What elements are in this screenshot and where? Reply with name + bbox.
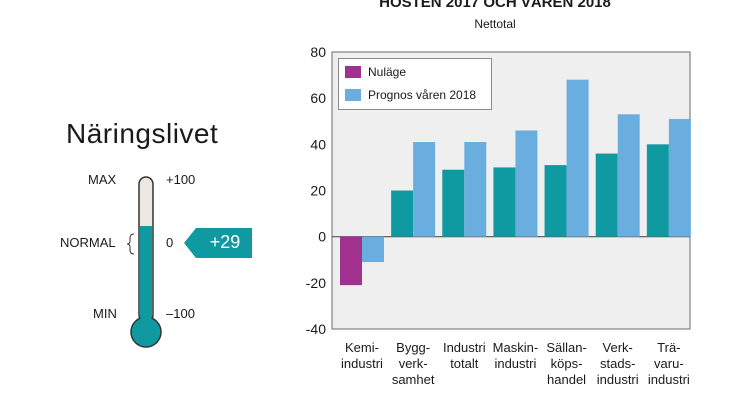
bar-nulage: [493, 167, 516, 237]
thermometer-fill: [140, 226, 152, 320]
bar-nulage: [646, 144, 669, 237]
bar-nulage: [442, 169, 465, 237]
x-tick-label-line: Maskin-: [492, 340, 539, 355]
x-tick-label: Verk-stads-industri: [590, 340, 646, 388]
x-tick-label-line: industri: [494, 356, 537, 371]
bar-prognos: [413, 142, 436, 237]
bar-prognos: [362, 236, 384, 263]
x-tick-label-line: verk-: [398, 356, 428, 371]
current-value-text: +29: [209, 232, 241, 252]
thermometer-max-label: MAX: [88, 172, 117, 187]
thermometer-max-value: +100: [166, 172, 196, 187]
thermometer-neck: [140, 315, 152, 323]
bar-prognos: [617, 114, 640, 237]
bar-prognos: [668, 118, 691, 237]
bar-nulage: [340, 236, 362, 286]
bar-nulage: [391, 190, 414, 237]
thermometer-normal-label: NORMAL: [60, 235, 116, 250]
x-tick-label-line: Trä-: [657, 340, 681, 355]
x-tick-label-line: samhet: [391, 372, 435, 387]
x-tick-label-line: köps-: [550, 356, 583, 371]
chart-subtitle: Nettotal: [474, 17, 516, 31]
y-tick-label: -20: [306, 275, 326, 291]
thermometer-normal-value: 0: [166, 235, 174, 250]
y-tick-label: 40: [310, 136, 326, 152]
x-tick-label-line: Sällan-: [546, 340, 587, 355]
chart-legend: Nuläge Prognos våren 2018: [338, 58, 492, 110]
x-tick-label-line: Kemi-: [345, 340, 379, 355]
thermometer-min-label: MIN: [93, 306, 117, 321]
y-tick-label: 0: [318, 229, 326, 245]
x-tick-label: Bygg-verk-samhet: [385, 340, 441, 388]
x-tick-label-line: industri: [596, 372, 639, 387]
y-tick-label: 60: [310, 90, 326, 106]
current-value-callout: +29: [184, 228, 252, 258]
x-tick-label-line: Verk-: [602, 340, 633, 355]
bar-prognos: [566, 79, 589, 237]
legend-swatch-nulage: [345, 66, 361, 78]
normal-brace: [126, 233, 135, 255]
bar-prognos: [464, 142, 487, 237]
legend-item-prognos: Prognos våren 2018: [345, 88, 476, 102]
x-tick-label: Maskin-industri: [487, 340, 543, 372]
chart-title: HÖSTEN 2017 OCH VÅREN 2018: [379, 0, 611, 11]
legend-label-nulage: Nuläge: [368, 65, 407, 79]
x-tick-label: Industri totalt: [436, 340, 492, 372]
thermometer-title: Näringslivet: [66, 118, 219, 149]
x-tick-label-line: industri: [647, 372, 690, 387]
legend-item-nulage: Nuläge: [345, 65, 406, 79]
legend-label-prognos: Prognos våren 2018: [368, 88, 477, 102]
bar-nulage: [595, 153, 618, 237]
legend-swatch-prognos: [345, 89, 361, 101]
x-tick-label: Trä-varu-industri: [641, 340, 697, 388]
bar-nulage: [544, 165, 567, 237]
x-tick-label-line: varu-: [654, 356, 684, 371]
x-tick-label-line: industri: [341, 356, 383, 371]
x-tick-label-line: stads-: [600, 356, 636, 371]
x-tick-label-line: Industri: [442, 340, 486, 355]
y-tick-label: 20: [310, 183, 326, 199]
x-tick-label-line: Bygg-: [396, 340, 431, 355]
bar-prognos: [515, 130, 538, 237]
thermometer-min-value: –100: [166, 306, 195, 321]
x-tick-label: Kemi-industri: [334, 340, 390, 372]
x-tick-label-line: handel: [547, 372, 587, 387]
y-tick-label: -40: [306, 321, 326, 337]
x-tick-label-line: totalt: [450, 356, 479, 371]
y-tick-label: 80: [310, 44, 326, 60]
x-tick-label: Sällan-köps-handel: [539, 340, 595, 388]
